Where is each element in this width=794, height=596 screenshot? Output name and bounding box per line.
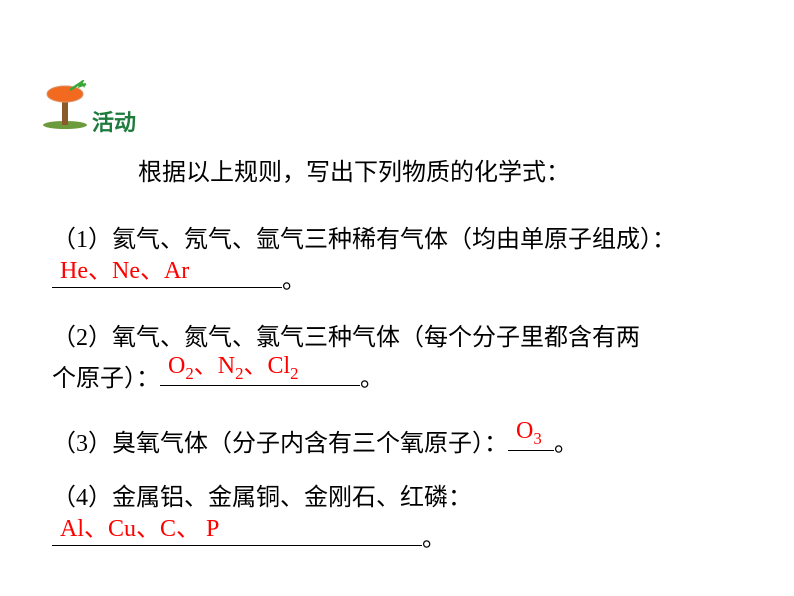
answer-3-underline: O3 <box>508 421 554 451</box>
q3-tail: 。 <box>554 431 578 457</box>
question-3: （3）臭氧气体（分子内含有三个氧原子）： O3 。 <box>52 421 578 460</box>
answer-4-underline: Al、Cu、C、 P <box>52 516 422 546</box>
answer-2: O2、N2、Cl2 <box>168 351 299 385</box>
activity-icon <box>40 80 90 130</box>
answer-3: O3 <box>516 416 542 450</box>
q2-tail: 。 <box>360 366 384 392</box>
question-4: （4）金属铝、金属铜、金刚石、红磷： <box>52 483 472 514</box>
answer-1-line: He、Ne、Ar 。 <box>52 258 306 297</box>
q2-pre: 个原子）： <box>52 366 160 392</box>
answer-1-underline: He、Ne、Ar <box>52 258 282 288</box>
activity-label: 活动 <box>92 105 136 137</box>
q1-tail: 。 <box>282 268 306 294</box>
q3-pre: （3）臭氧气体（分子内含有三个氧原子）： <box>52 431 508 457</box>
question-2-line2: 个原子）： O2、N2、Cl2 。 <box>52 356 384 395</box>
answer-2-underline: O2、N2、Cl2 <box>160 356 360 386</box>
answer-4: Al、Cu、C、 P <box>60 514 219 545</box>
q4-tail: 。 <box>422 526 446 552</box>
intro-text: 根据以上规则，写出下列物质的化学式： <box>138 158 570 189</box>
question-1: （1）氦气、氖气、氩气三种稀有气体（均由单原子组成）： <box>52 225 676 256</box>
question-2-line1: （2）氧气、氮气、氯气三种气体（每个分子里都含有两 <box>52 323 640 354</box>
answer-1: He、Ne、Ar <box>60 256 189 287</box>
answer-4-line: Al、Cu、C、 P 。 <box>52 516 446 555</box>
